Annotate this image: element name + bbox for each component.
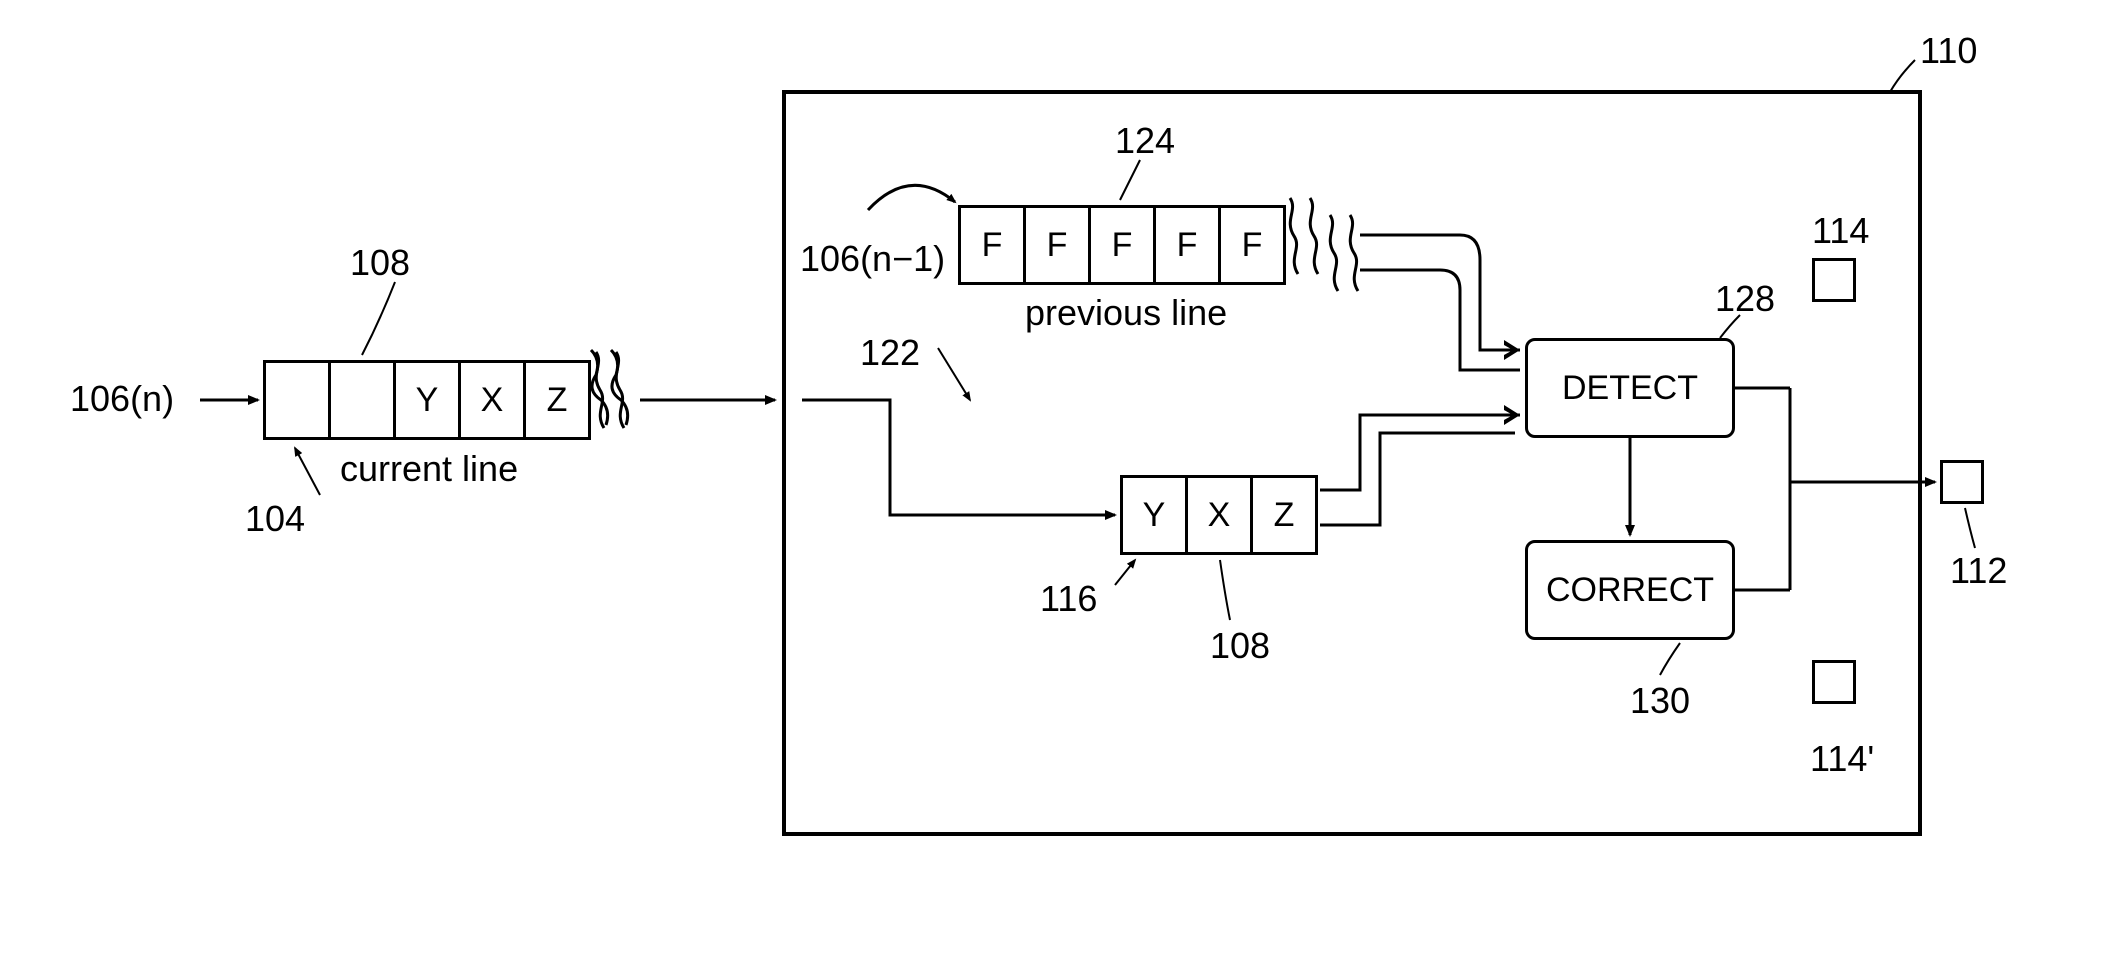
square-output bbox=[1940, 460, 1984, 504]
previous-cell-3: F bbox=[1153, 205, 1221, 285]
previous-cell-2: F bbox=[1088, 205, 1156, 285]
label-110: 110 bbox=[1920, 30, 1977, 72]
label-114p: 114' bbox=[1810, 738, 1874, 780]
label-previous-line: previous line bbox=[1025, 292, 1227, 334]
current-cell-4: Z bbox=[523, 360, 591, 440]
previous-cell-0: F bbox=[958, 205, 1026, 285]
previous-cell-4: F bbox=[1218, 205, 1286, 285]
diagram-root: Y X Z F F F F F Y X Z DETECT CORRECT 110… bbox=[20, 20, 2107, 938]
current-cell-2: Y bbox=[393, 360, 461, 440]
label-116: 116 bbox=[1040, 578, 1097, 620]
processing-block-110 bbox=[782, 90, 1922, 836]
previous-cell-1: F bbox=[1023, 205, 1091, 285]
label-108-left: 108 bbox=[350, 242, 410, 284]
square-114 bbox=[1812, 258, 1856, 302]
label-current-line: current line bbox=[340, 448, 518, 490]
detect-block: DETECT bbox=[1525, 338, 1735, 438]
window-cell-0: Y bbox=[1120, 475, 1188, 555]
label-114: 114 bbox=[1812, 210, 1869, 252]
label-106n1: 106(n−1) bbox=[800, 238, 945, 280]
current-cell-1 bbox=[328, 360, 396, 440]
label-130: 130 bbox=[1630, 680, 1690, 722]
label-122: 122 bbox=[860, 332, 920, 374]
label-106n: 106(n) bbox=[70, 378, 174, 420]
label-112: 112 bbox=[1950, 550, 2007, 592]
current-cell-3: X bbox=[458, 360, 526, 440]
label-124: 124 bbox=[1115, 120, 1175, 162]
correct-block: CORRECT bbox=[1525, 540, 1735, 640]
label-104: 104 bbox=[245, 498, 305, 540]
square-114p bbox=[1812, 660, 1856, 704]
window-cell-2: Z bbox=[1250, 475, 1318, 555]
window-cell-1: X bbox=[1185, 475, 1253, 555]
label-108-right: 108 bbox=[1210, 625, 1270, 667]
current-cell-0 bbox=[263, 360, 331, 440]
label-128: 128 bbox=[1715, 278, 1775, 320]
